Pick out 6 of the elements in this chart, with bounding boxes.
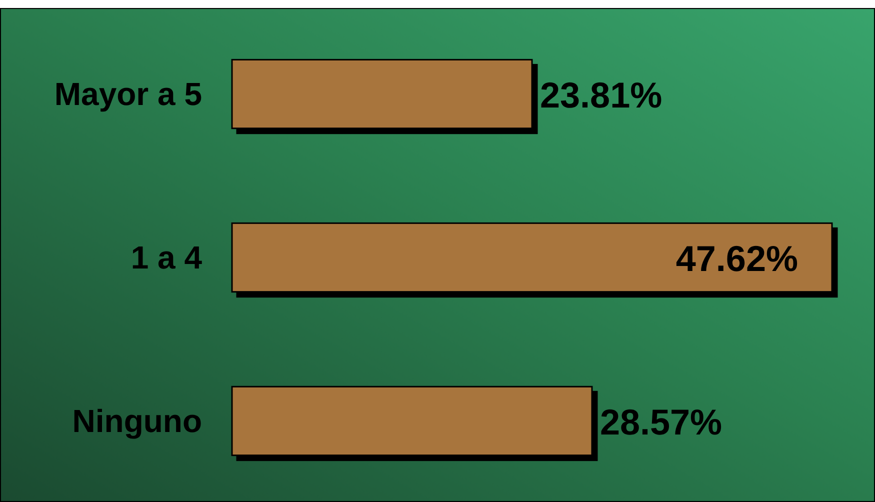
- data-label: 28.57%: [600, 402, 722, 443]
- y-tick-label: 1 a 4: [130, 240, 202, 276]
- data-label: 47.62%: [676, 238, 798, 280]
- y-tick-label: Ninguno: [72, 403, 202, 440]
- data-label: 23.81%: [540, 74, 662, 116]
- y-tick-label: Mayor a 5: [54, 76, 202, 112]
